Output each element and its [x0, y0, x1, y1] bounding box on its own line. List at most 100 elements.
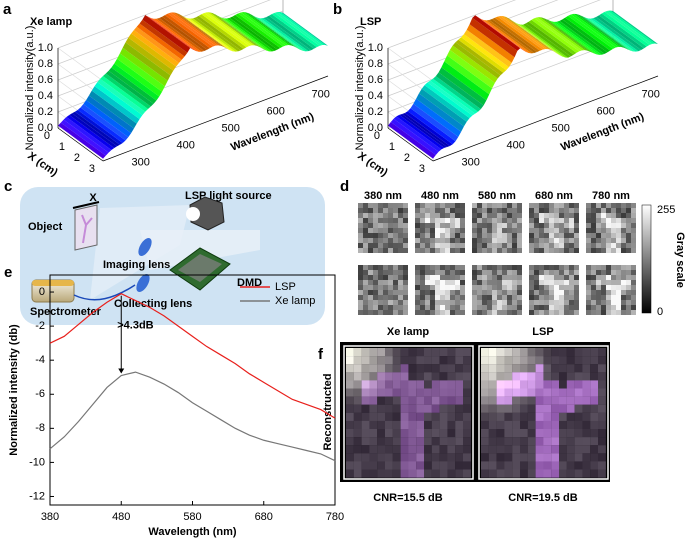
pixel: [424, 437, 432, 446]
diagram-label: Imaging lens: [103, 259, 170, 271]
pixel: [431, 437, 440, 446]
pixel: [564, 223, 569, 228]
pixel: [621, 285, 626, 290]
pixel: [631, 248, 636, 253]
pixel: [425, 295, 430, 300]
pixel: [420, 248, 425, 253]
pixel: [529, 285, 534, 290]
pixel: [512, 238, 517, 243]
image-border: [478, 345, 609, 480]
pixel: [598, 412, 606, 421]
pixel: [497, 238, 502, 243]
pixel: [512, 396, 521, 405]
cnr-label: CNR=19.5 dB: [508, 492, 577, 504]
colorbar: [641, 204, 652, 314]
y-tick-label: -2: [35, 320, 45, 332]
z-tick-label: 0.4: [368, 90, 383, 102]
pixel: [582, 396, 591, 405]
pixel: [361, 445, 370, 454]
pixel: [368, 233, 373, 238]
pixel: [527, 461, 536, 470]
pixel: [482, 233, 487, 238]
pixel: [626, 300, 631, 305]
pixel: [431, 364, 440, 373]
surface-strip: [190, 18, 238, 52]
pixel: [543, 372, 552, 381]
pixel: [512, 280, 517, 285]
surface-strip: [204, 12, 253, 46]
pixel: [388, 243, 393, 248]
surface-strip: [105, 70, 154, 107]
pixel: [504, 396, 513, 405]
pixel: [424, 372, 432, 381]
x-tick-label: 1: [59, 141, 65, 153]
pixel: [569, 248, 574, 253]
surface-strip: [517, 23, 566, 58]
pixel: [445, 310, 450, 315]
pixel: [455, 295, 460, 300]
pixel: [415, 280, 420, 285]
pixel: [455, 208, 460, 213]
pixel: [420, 243, 425, 248]
surface-strip: [596, 15, 644, 51]
surface-strip: [215, 14, 264, 50]
pixel: [400, 388, 409, 397]
pixel: [586, 280, 591, 285]
pixel: [504, 469, 513, 478]
pixel: [377, 388, 386, 397]
pixel: [590, 348, 599, 357]
pixel: [502, 238, 507, 243]
pixel: [431, 356, 440, 365]
surface-strip: [472, 15, 521, 51]
pixel: [373, 238, 378, 243]
pixel: [403, 208, 408, 213]
pixel: [534, 228, 539, 233]
pixel: [363, 223, 368, 228]
pixel: [586, 223, 591, 228]
pixel: [403, 213, 408, 218]
surface-strip: [148, 16, 196, 51]
pixel: [363, 300, 368, 305]
pixel: [455, 270, 460, 275]
pixel: [611, 243, 616, 248]
panel-title: LSP: [360, 16, 381, 28]
pixel: [440, 285, 445, 290]
pixel: [512, 228, 517, 233]
column-label: 780 nm: [592, 190, 630, 202]
pixel: [564, 295, 569, 300]
surface-strip: [475, 15, 523, 51]
surface-strip: [229, 16, 278, 51]
pixel: [431, 453, 440, 462]
pixel: [601, 213, 606, 218]
pixel: [549, 290, 554, 295]
x-tick-label: 0: [374, 130, 380, 142]
surface-strip: [402, 113, 450, 148]
pixel: [534, 300, 539, 305]
pixel: [601, 265, 606, 270]
pixel: [502, 243, 507, 248]
pixel: [392, 388, 401, 397]
pixel: [463, 469, 471, 478]
pixel: [591, 233, 596, 238]
pixel: [445, 223, 450, 228]
pixel: [377, 412, 386, 421]
pixel: [420, 290, 425, 295]
pixel: [496, 429, 505, 438]
pixel: [361, 404, 370, 413]
pixel: [415, 238, 420, 243]
pixel: [392, 404, 401, 413]
pixel: [482, 270, 487, 275]
pixel: [447, 420, 456, 430]
pixel: [431, 469, 440, 478]
pixel: [361, 412, 370, 421]
pixel: [463, 461, 471, 470]
pixel: [425, 290, 430, 295]
pixel: [535, 445, 544, 454]
pixel: [529, 213, 534, 218]
pixel: [385, 380, 393, 389]
pixel: [460, 208, 465, 213]
pixel: [400, 356, 409, 365]
pixel: [502, 218, 507, 223]
pixel: [378, 300, 383, 305]
pixel: [492, 208, 497, 213]
